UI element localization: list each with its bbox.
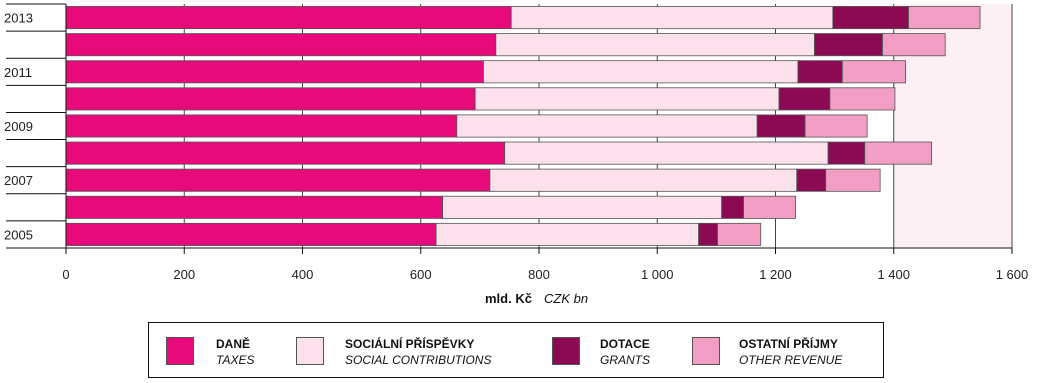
bar-segment <box>489 168 798 192</box>
bar-segment <box>474 87 780 111</box>
x-axis-title: mld. Kč <box>485 291 532 306</box>
bar-segment <box>797 60 843 84</box>
legend-label-social: SOCIÁLNÍ PŘÍSPĚVKY <box>345 337 475 351</box>
legend-label-grants-en: GRANTS <box>600 353 651 367</box>
bar-segment <box>435 222 700 246</box>
x-tick-label: 800 <box>528 267 550 282</box>
y-tick-label: 2007 <box>4 173 33 188</box>
legend-swatch-other <box>692 337 720 365</box>
legend-label-taxes: DANĚ <box>216 337 251 351</box>
legend-swatch-social <box>296 337 324 365</box>
bar-segment <box>882 33 946 57</box>
legend: DANĚ TAXES SOCIÁLNÍ PŘÍSPĚVKY SOCIAL CON… <box>148 322 884 378</box>
y-tick-label: 2011 <box>4 65 32 80</box>
bar-segment <box>456 114 758 138</box>
x-tick-label: 0 <box>62 267 69 282</box>
bar-segment <box>825 168 881 192</box>
y-tick-label: 2005 <box>4 227 33 242</box>
bar-segment <box>908 6 981 30</box>
legend-label-other-en: OTHER REVENUE <box>739 353 843 367</box>
revenue-bar-chart: 0 200 400 600 800 1 000 1 200 1 400 1 600 2013 201… <box>4 3 1029 306</box>
bar-segment <box>827 141 866 165</box>
legend-label-grants: DOTACE <box>600 337 650 351</box>
bar-segment <box>510 6 834 30</box>
legend-swatch-grants <box>552 337 580 365</box>
bar-segment <box>504 141 829 165</box>
bar-segment <box>796 168 827 192</box>
bar-segment <box>717 222 762 246</box>
bar-segment <box>778 87 831 111</box>
x-tick-label: 400 <box>292 267 314 282</box>
bar-segment <box>804 114 868 138</box>
x-tick-label: 600 <box>410 267 432 282</box>
bar-segment <box>65 195 444 219</box>
bar-segment <box>829 87 896 111</box>
bar-segment <box>65 87 476 111</box>
x-axis-title-en: CZK bn <box>544 291 588 306</box>
x-tick-label: 1 400 <box>877 267 910 282</box>
bar-segment <box>721 195 744 219</box>
x-tick-label: 1 600 <box>996 267 1029 282</box>
legend-swatch-taxes <box>166 337 194 365</box>
bar-segment <box>756 114 806 138</box>
legend-label-social-en: SOCIAL CONTRIBUTIONS <box>345 353 492 367</box>
x-tick-label: 1 000 <box>641 267 674 282</box>
bar-segment <box>698 222 718 246</box>
bars <box>65 6 981 246</box>
y-tick-label: 2013 <box>4 11 33 26</box>
bar-segment <box>65 60 484 84</box>
bar-segment <box>65 141 506 165</box>
bar-segment <box>65 222 437 246</box>
bar-segment <box>814 33 883 57</box>
bar-segment <box>495 33 815 57</box>
bar-segment <box>832 6 909 30</box>
bar-segment <box>864 141 932 165</box>
legend-label-other: OSTATNÍ PŘÍJMY <box>739 337 838 351</box>
legend-label-taxes-en: TAXES <box>216 353 255 367</box>
bar-segment <box>65 6 512 30</box>
bar-segment <box>65 33 497 57</box>
bar-segment <box>65 168 491 192</box>
x-tick-label: 1 200 <box>759 267 792 282</box>
bar-segment <box>743 195 797 219</box>
bar-segment <box>65 114 458 138</box>
bar-segment <box>483 60 799 84</box>
bar-segment <box>841 60 906 84</box>
axes: 0 200 400 600 800 1 000 1 200 1 400 1 600 2013 201… <box>4 3 1029 282</box>
y-tick-label: 2009 <box>4 119 33 134</box>
bar-segment <box>442 195 723 219</box>
x-tick-label: 200 <box>173 267 195 282</box>
